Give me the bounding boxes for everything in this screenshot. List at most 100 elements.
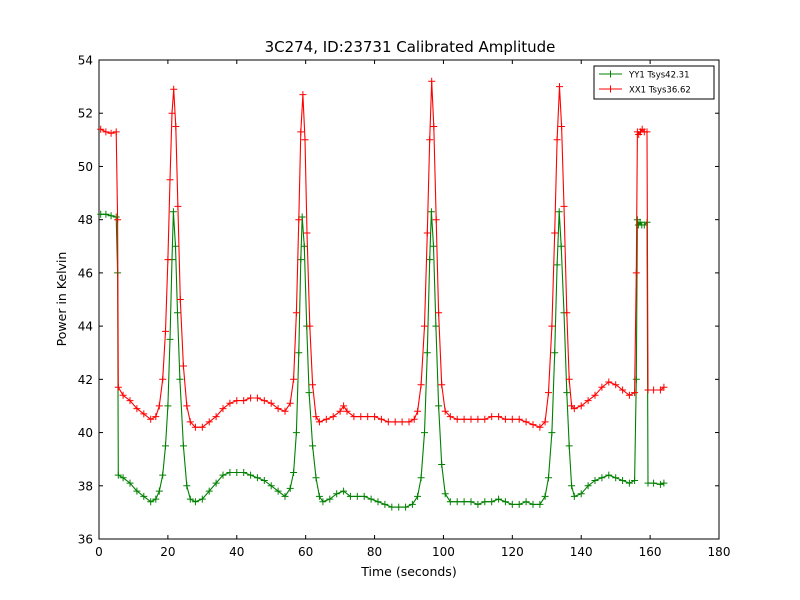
data-point	[152, 495, 160, 503]
data-point	[340, 402, 348, 410]
data-point	[305, 389, 313, 397]
data-point	[423, 229, 431, 237]
data-point	[446, 498, 454, 506]
data-point	[612, 474, 620, 482]
data-point	[555, 208, 563, 216]
data-point	[226, 469, 234, 476]
data-point	[391, 418, 399, 426]
data-point	[260, 397, 268, 405]
data-point	[233, 397, 241, 405]
x-tick-label: 60	[298, 545, 313, 559]
data-point	[384, 418, 392, 426]
data-point	[212, 413, 220, 421]
data-point	[553, 136, 561, 144]
data-point	[426, 136, 434, 144]
data-point	[501, 498, 509, 506]
data-point	[398, 418, 406, 426]
legend-label: XX1 Tsys36.62	[629, 86, 691, 96]
data-point	[584, 482, 592, 490]
data-point	[529, 421, 537, 429]
data-point	[119, 474, 127, 482]
data-point	[560, 202, 568, 210]
data-point	[274, 405, 282, 413]
data-point	[162, 442, 169, 450]
data-point	[558, 123, 566, 130]
data-point	[102, 128, 110, 136]
data-point	[107, 129, 115, 137]
data-point	[140, 410, 148, 418]
data-point	[281, 407, 289, 415]
data-point	[430, 123, 438, 130]
y-tick-label: 42	[78, 373, 93, 387]
data-point	[247, 471, 255, 479]
data-point	[522, 418, 530, 426]
data-point	[529, 500, 537, 508]
data-point	[186, 495, 194, 503]
data-point	[292, 309, 300, 317]
x-tick-label: 40	[229, 545, 244, 559]
data-point	[198, 423, 206, 431]
data-point	[612, 381, 620, 389]
data-point	[474, 500, 482, 508]
data-point	[545, 389, 552, 397]
data-point	[432, 216, 440, 224]
data-point	[460, 498, 468, 506]
data-point	[274, 487, 282, 495]
data-point	[286, 484, 294, 492]
data-point	[247, 394, 255, 402]
data-point	[168, 109, 176, 117]
data-point	[164, 402, 172, 410]
data-point	[147, 415, 155, 423]
data-point	[301, 136, 309, 144]
data-point	[360, 492, 368, 500]
data-point	[568, 482, 576, 490]
data-point	[281, 492, 289, 500]
x-axis-title: Time (seconds)	[360, 564, 456, 579]
data-point	[102, 210, 110, 218]
data-point	[306, 322, 314, 330]
legend-box	[593, 65, 715, 100]
data-point	[233, 469, 241, 476]
data-point	[650, 386, 658, 394]
data-point	[631, 477, 639, 484]
data-point	[114, 471, 122, 479]
data-point	[319, 498, 327, 506]
data-point	[467, 415, 475, 423]
data-point	[446, 413, 454, 421]
x-tick-label: 100	[432, 545, 455, 559]
data-point	[329, 413, 337, 421]
data-point	[441, 407, 449, 415]
data-point	[481, 415, 489, 423]
data-point	[625, 391, 633, 399]
data-point	[632, 375, 640, 383]
data-point	[545, 474, 552, 482]
data-point	[297, 256, 305, 264]
data-point	[453, 415, 461, 423]
data-point	[441, 490, 449, 498]
data-point	[353, 492, 361, 500]
data-point	[438, 381, 446, 389]
data-point	[536, 423, 544, 431]
data-point	[625, 479, 633, 487]
data-point	[155, 402, 163, 410]
data-point	[522, 498, 530, 506]
data-point	[536, 500, 544, 508]
data-point	[410, 415, 418, 423]
data-point	[205, 487, 213, 495]
data-point	[114, 383, 122, 391]
data-point	[541, 418, 549, 426]
data-point	[405, 418, 413, 426]
data-point	[421, 429, 428, 437]
data-point	[309, 381, 317, 389]
data-point	[240, 469, 248, 476]
legend-marker	[607, 85, 614, 93]
data-point	[426, 256, 434, 264]
data-point	[395, 503, 403, 511]
data-point	[660, 479, 668, 487]
data-point	[267, 399, 275, 407]
data-point	[417, 474, 425, 482]
data-point	[179, 442, 187, 450]
data-point	[350, 413, 358, 421]
data-point	[176, 375, 184, 383]
